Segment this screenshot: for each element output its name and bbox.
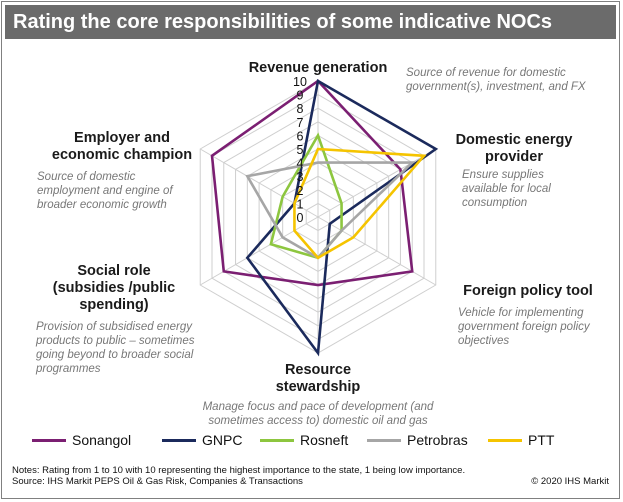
grid-spoke	[317, 148, 437, 218]
legend-item-rosneft: Rosneft	[260, 430, 348, 450]
axis-description: programmes	[35, 363, 101, 375]
axis-label: Revenue generation	[249, 60, 388, 76]
tick-label: 10	[293, 75, 307, 89]
legend-item-ptt: PTT	[488, 430, 554, 450]
tick-label: 4	[297, 157, 304, 171]
axis-label: Social role	[77, 263, 150, 279]
axis-description: Ensure supplies	[462, 169, 544, 181]
legend-label: Rosneft	[300, 432, 349, 448]
axis-description: consumption	[462, 197, 527, 209]
legend-item-gnpc: GNPC	[162, 430, 242, 450]
tick-label: 9	[297, 89, 304, 103]
chart-title: Rating the core responsibilities of some…	[13, 11, 553, 33]
legend-swatch	[162, 438, 196, 442]
axis-label: Foreign policy tool	[463, 283, 593, 299]
axis-description: government(s), investment, and FX	[406, 81, 587, 93]
notes-line: Notes: Rating from 1 to 10 with 10 repre…	[12, 465, 466, 476]
axis-label: Employer and	[74, 130, 170, 146]
title-bar: Rating the core responsibilities of some…	[5, 5, 616, 39]
legend-swatch	[32, 438, 66, 442]
axis-label: spending)	[79, 297, 148, 313]
axis-description: Source of domestic	[37, 171, 136, 183]
legend-item-sonangol: Sonangol	[32, 430, 131, 450]
legend-swatch	[260, 438, 294, 442]
axis-description: broader economic growth	[37, 199, 167, 211]
tick-label: 0	[297, 211, 304, 225]
legend-label: GNPC	[202, 432, 243, 448]
axis-description: Manage focus and pace of development (an…	[203, 401, 434, 413]
axis-label: (subsidies /public	[53, 280, 175, 296]
legend-item-petrobras: Petrobras	[367, 430, 468, 450]
axis-description: sometimes access to) domestic oil and ga…	[208, 415, 427, 427]
axis-label: Domestic energy	[456, 132, 573, 148]
copyright: © 2020 IHS Markit	[531, 476, 609, 487]
tick-label: 1	[297, 197, 304, 211]
legend-swatch	[367, 438, 401, 442]
tick-label: 5	[297, 143, 304, 157]
axis-label: provider	[485, 149, 543, 165]
tick-label: 8	[297, 102, 304, 116]
legend-label: Sonangol	[72, 432, 132, 448]
axis-description: Vehicle for implementing	[458, 307, 584, 319]
axis-label: Resource	[285, 362, 351, 378]
axis-label: economic champion	[52, 147, 192, 163]
legend: Sonangol GNPC Rosneft Petrobras PTT	[12, 430, 612, 450]
axis-description: Provision of subsidised energy	[36, 321, 193, 333]
legend-label: PTT	[528, 432, 555, 448]
grid-spoke	[199, 148, 319, 218]
axis-description: employment and engine of	[37, 185, 174, 197]
axis-description: Source of revenue for domestic	[406, 67, 566, 79]
axis-description: going beyond to broader social	[36, 349, 194, 361]
notes: Notes: Rating from 1 to 10 with 10 repre…	[12, 465, 465, 487]
tick-label: 3	[297, 170, 304, 184]
series-line-ptt	[293, 147, 427, 260]
legend-label: Petrobras	[407, 432, 468, 448]
axis-description: government foreign policy	[458, 321, 591, 333]
axis-description: objectives	[458, 335, 509, 347]
grid-spoke	[317, 216, 437, 286]
tick-label: 6	[297, 129, 304, 143]
axis-description: available for local	[462, 183, 551, 195]
series-line-sonangol	[210, 79, 414, 287]
legend-swatch	[488, 438, 522, 442]
source-line: Source: IHS Markit PEPS Oil & Gas Risk, …	[12, 476, 303, 487]
axis-description: products to public – sometimes	[35, 335, 195, 347]
tick-label: 7	[297, 116, 304, 130]
grid-spoke	[199, 216, 319, 286]
axis-label: stewardship	[276, 379, 361, 395]
tick-label: 2	[297, 184, 304, 198]
